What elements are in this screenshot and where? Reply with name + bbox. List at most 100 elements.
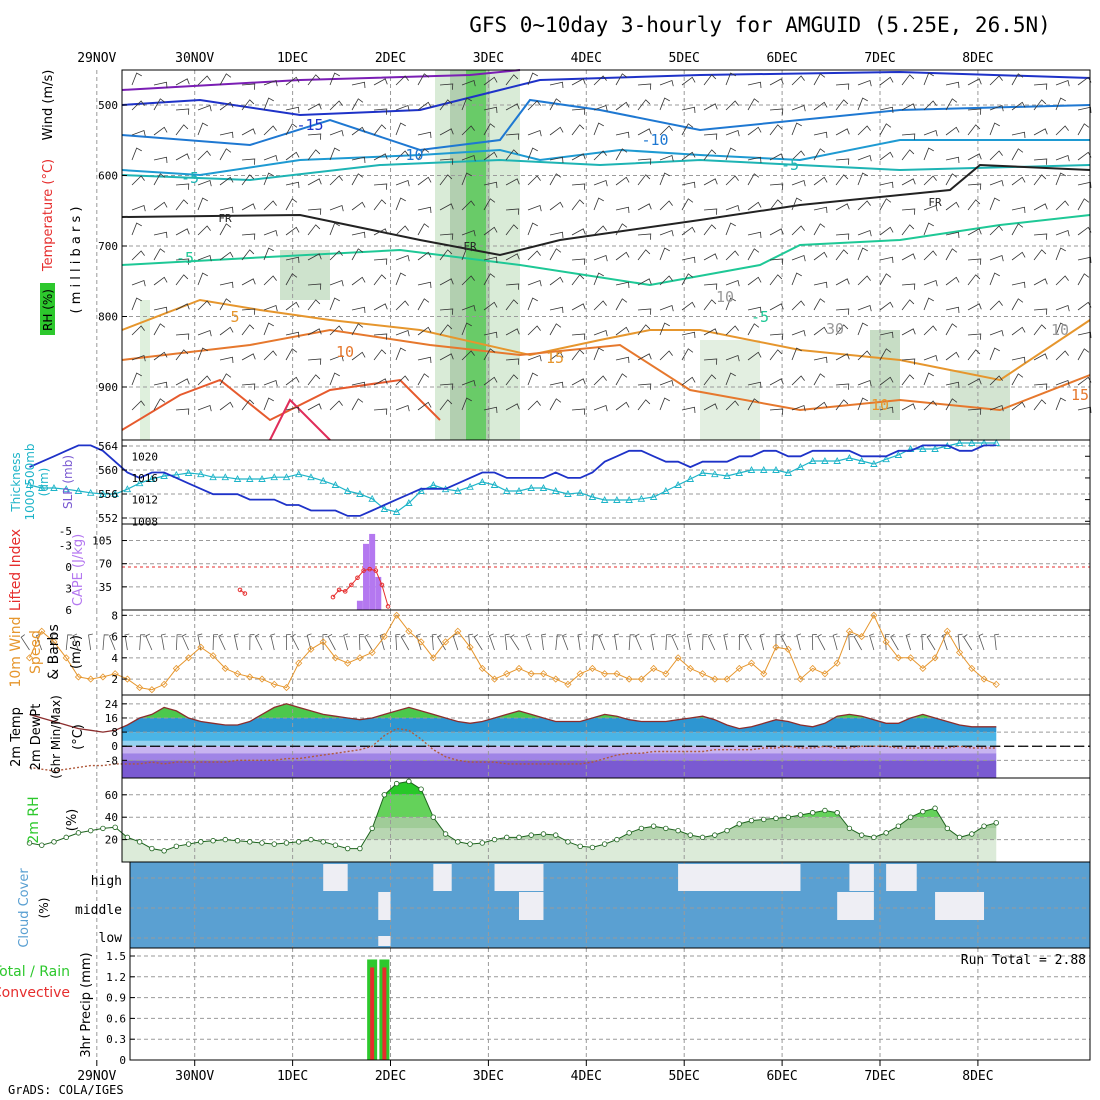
wind-barb: [681, 181, 696, 189]
surface-wind-barb: [577, 633, 583, 651]
wind-speed-point: [968, 664, 976, 673]
wind-speed-point: [870, 611, 878, 619]
wind-barb: [373, 258, 388, 265]
wind-barb: [131, 250, 145, 261]
wind-barb: [351, 126, 366, 136]
wind-barb: [923, 297, 934, 311]
wind-barb: [1077, 348, 1090, 361]
wind-barb: [571, 199, 585, 211]
wind-barb: [505, 358, 520, 365]
wind-barb: [593, 179, 608, 187]
thickness-point: [894, 451, 903, 458]
wind-barb: [615, 281, 630, 289]
wind-barb: [923, 147, 934, 161]
thickness-point: [833, 457, 841, 464]
rh-point: [822, 807, 828, 814]
wind-barb: [329, 175, 343, 186]
wind-barb: [791, 254, 806, 262]
wind-barb: [967, 333, 982, 340]
rh-point: [442, 831, 449, 837]
surface-wind-barb: [473, 634, 483, 651]
ylabel-cloud-unit: (%): [37, 898, 51, 919]
wind-barb: [791, 225, 805, 236]
wind-barb: [989, 375, 1003, 386]
wind-barb: [879, 406, 894, 414]
rh-point: [724, 827, 730, 834]
rh-point: [504, 834, 510, 841]
lifted-index-point: [330, 594, 336, 600]
wind-barb: [329, 72, 340, 86]
wind-panel-bg: [122, 610, 1090, 695]
wind-barb: [131, 72, 142, 86]
wind-barb: [945, 231, 960, 239]
thickness-point: [796, 463, 805, 470]
thickness-point: [294, 470, 303, 478]
wind-barb: [395, 225, 409, 236]
wind-speed-point: [943, 627, 951, 635]
wind-barb: [461, 304, 476, 312]
wind-barb: [329, 222, 340, 236]
wind-speed-point: [723, 675, 731, 683]
wind-barb: [131, 279, 146, 287]
thickness-point: [86, 488, 95, 496]
wind-speed-point: [858, 632, 866, 641]
thickness-point: [968, 439, 976, 446]
rh-point: [210, 838, 216, 844]
wind-barb: [417, 401, 432, 411]
wind-barb: [1033, 128, 1048, 136]
thickness-point: [600, 496, 609, 503]
wind-barb: [175, 108, 190, 115]
wind-barb: [439, 324, 453, 336]
wind-barb: [901, 224, 915, 236]
thickness-point: [282, 473, 291, 481]
wind-barb: [769, 228, 784, 236]
temp-tick-label: 0: [111, 740, 118, 753]
wind-barb: [615, 401, 630, 411]
rh-point: [553, 832, 559, 838]
temperature-isotherm: [121, 139, 1090, 177]
wind-barb: [637, 353, 652, 361]
li-tick-label: 6: [65, 604, 72, 617]
wind-barb: [681, 76, 696, 86]
wind-barb: [241, 278, 256, 286]
wind-barb: [813, 298, 826, 311]
rh-point: [63, 834, 69, 841]
wind-barb: [791, 197, 802, 211]
rh-point: [173, 843, 180, 850]
wind-speed-point: [784, 645, 792, 653]
wind-barb: [1055, 154, 1070, 162]
wind-barb: [329, 325, 343, 336]
wind-barb: [747, 126, 762, 136]
wind-barb: [153, 156, 168, 164]
wind-barb: [615, 326, 630, 336]
wind-barb: [329, 100, 343, 111]
thickness-point: [74, 487, 83, 494]
wind-barb: [153, 98, 166, 111]
wind-barb: [835, 233, 850, 240]
surface-wind-barb: [327, 633, 336, 651]
wind-barb: [1055, 379, 1070, 387]
run-total-label: Run Total = 2.88: [961, 953, 1086, 968]
wind-barb: [241, 99, 255, 111]
wind-speed-point: [417, 638, 425, 646]
rh-point: [39, 842, 45, 848]
rh-point: [308, 836, 314, 843]
rh-point: [895, 823, 902, 829]
rh-point: [357, 845, 363, 852]
thickness-point: [50, 484, 58, 491]
wind-barb: [923, 354, 938, 362]
wind-barb: [175, 274, 189, 286]
contour-label: 5: [230, 308, 239, 326]
wind-barb: [989, 404, 1004, 412]
wind-barb: [945, 156, 960, 164]
wind-barb: [263, 275, 277, 286]
wind-barb: [219, 401, 234, 411]
wind-barb: [725, 354, 740, 362]
surface-wind-barb: [510, 634, 520, 651]
rh-point: [993, 820, 999, 826]
wind-barb: [549, 323, 562, 336]
wind-barb: [813, 101, 828, 111]
wind-speed-point: [233, 670, 242, 678]
wind-barb: [307, 299, 321, 311]
wind-barb: [1033, 233, 1048, 240]
